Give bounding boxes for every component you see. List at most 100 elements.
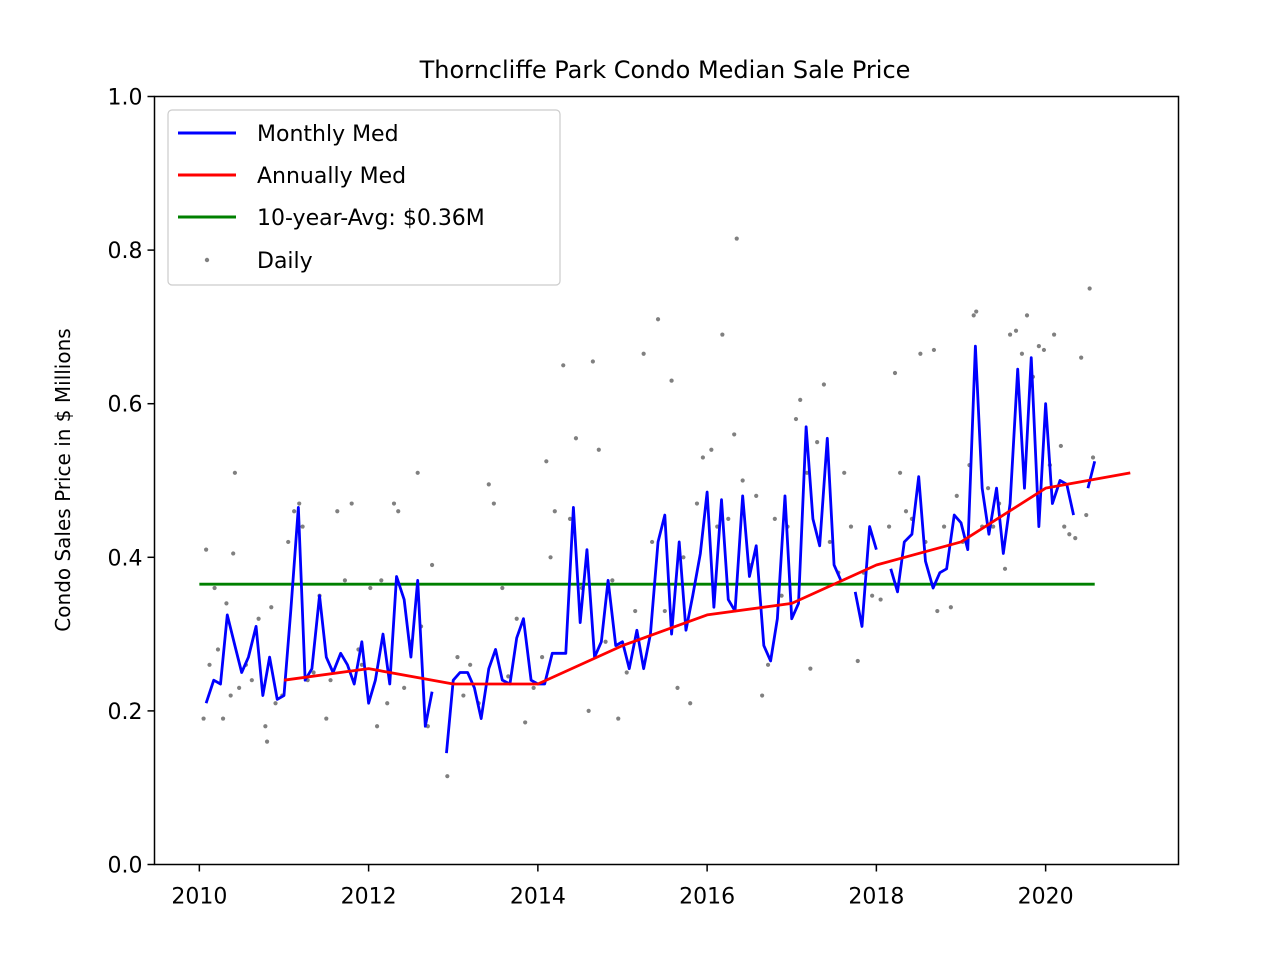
daily-point — [779, 593, 784, 598]
daily-point — [985, 486, 991, 491]
daily-point — [1090, 455, 1096, 460]
daily-point — [821, 382, 827, 387]
y-tick-label: 0.2 — [108, 700, 143, 725]
monthly-med-line — [853, 525, 878, 628]
monthly-med-line — [889, 344, 1075, 594]
daily-point — [720, 332, 725, 337]
daily-point — [264, 739, 270, 744]
daily-point — [1058, 443, 1063, 449]
daily-point — [506, 674, 511, 679]
daily-point — [798, 397, 803, 402]
daily-point — [573, 436, 579, 441]
daily-point — [700, 455, 705, 460]
daily-point — [892, 370, 898, 376]
x-tick-label: 2010 — [171, 885, 227, 910]
daily-point — [624, 670, 629, 675]
daily-point — [948, 605, 953, 610]
daily-point — [385, 701, 390, 706]
daily-point — [486, 482, 491, 487]
daily-point — [935, 608, 940, 614]
daily-point — [228, 693, 233, 698]
daily-point — [732, 432, 737, 437]
daily-point — [903, 509, 909, 514]
daily-point — [793, 416, 799, 422]
daily-point — [263, 724, 268, 729]
axes-layer: 2010 2012 2014 2016 2018 2020 0.0 0.2 0.4 0.6 0.8 1… — [108, 86, 1074, 910]
annual-med-line — [283, 471, 1131, 686]
legend: Monthly Med Annually Med 10-year-Avg: $0… — [167, 109, 561, 286]
daily-point — [349, 501, 354, 506]
daily-point — [1019, 351, 1025, 356]
daily-point — [918, 351, 923, 356]
legend-monthly-label: Monthly Med — [257, 122, 399, 147]
x-tick-label: 2014 — [510, 885, 566, 910]
daily-point — [669, 378, 674, 383]
daily-point — [514, 616, 519, 621]
daily-point — [220, 716, 226, 721]
daily-point — [603, 639, 608, 644]
daily-point — [402, 685, 407, 690]
daily-point — [468, 662, 473, 667]
daily-point — [827, 539, 832, 545]
daily-point — [207, 662, 212, 667]
daily-point — [688, 701, 693, 706]
x-tick-label: 2020 — [1018, 885, 1074, 910]
daily-point — [396, 509, 401, 514]
daily-point — [415, 470, 420, 475]
daily-point — [231, 551, 236, 556]
y-tick-label: 1.0 — [108, 86, 143, 111]
daily-point — [754, 493, 759, 498]
daily-point — [286, 539, 291, 545]
daily-point — [808, 666, 813, 671]
monthly-med-line — [1086, 460, 1097, 489]
daily-point — [311, 670, 316, 675]
daily-point — [445, 774, 450, 779]
legend-daily-label: Daily — [257, 249, 313, 274]
daily-point — [374, 724, 380, 729]
daily-point — [491, 501, 496, 506]
daily-point — [391, 501, 397, 506]
daily-point — [765, 662, 771, 667]
daily-point — [237, 685, 242, 690]
daily-point — [886, 524, 892, 529]
daily-point — [461, 693, 466, 698]
daily-point — [379, 578, 384, 583]
daily-point — [328, 678, 333, 683]
daily-point — [269, 605, 274, 610]
daily-point — [335, 509, 340, 514]
daily-point — [256, 616, 261, 621]
daily-point — [523, 720, 528, 725]
daily-point — [567, 516, 573, 522]
daily-point — [1084, 512, 1089, 518]
daily-point — [548, 555, 553, 560]
daily-point — [552, 509, 557, 514]
daily-point — [590, 359, 595, 364]
daily-point — [531, 685, 536, 690]
daily-point — [681, 555, 686, 560]
daily-point — [500, 585, 505, 591]
y-tick-label: 0.8 — [108, 239, 143, 264]
daily-point — [1079, 355, 1084, 360]
daily-point — [596, 447, 601, 452]
daily-point — [709, 447, 714, 452]
plot-frame — [153, 95, 1180, 866]
daily-point — [1041, 347, 1047, 353]
daily-point — [675, 685, 680, 690]
y-tick-label: 0.6 — [108, 393, 143, 418]
daily-point — [292, 509, 297, 514]
daily-point — [249, 678, 254, 683]
legend-daily-swatch — [204, 257, 210, 263]
daily-point — [1002, 566, 1008, 571]
daily-point — [842, 470, 847, 475]
daily-point — [878, 597, 883, 602]
monthly-med-line — [204, 505, 434, 728]
x-tick-label: 2012 — [341, 885, 397, 910]
y-tick-label: 0.4 — [108, 546, 143, 571]
daily-point — [1073, 536, 1078, 541]
daily-point — [772, 516, 777, 522]
daily-point — [368, 585, 373, 591]
daily-point — [539, 655, 545, 660]
daily-point — [273, 701, 278, 706]
daily-point — [1087, 286, 1092, 291]
